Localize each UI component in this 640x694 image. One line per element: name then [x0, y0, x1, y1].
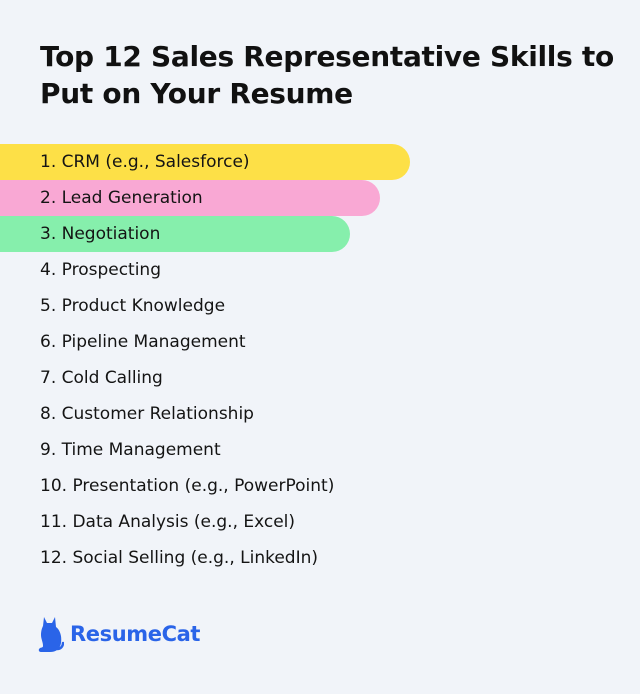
cat-icon	[38, 615, 64, 653]
skill-item-8: 8. Customer Relationship	[40, 404, 254, 424]
skill-item-3: 3. Negotiation	[0, 216, 350, 252]
skill-item-6: 6. Pipeline Management	[40, 332, 246, 352]
skill-item-12: 12. Social Selling (e.g., LinkedIn)	[40, 548, 319, 568]
page-title: Top 12 Sales Representative Skills to Pu…	[40, 40, 614, 110]
skill-item-10: 10. Presentation (e.g., PowerPoint)	[40, 476, 335, 496]
logo-text: ResumeCat	[70, 622, 201, 646]
skill-item-5: 5. Product Knowledge	[40, 296, 226, 316]
skill-item-7: 7. Cold Calling	[40, 368, 163, 388]
resumecat-logo: ResumeCat	[38, 615, 200, 653]
skill-item-2: 2. Lead Generation	[0, 180, 380, 216]
skills-list: 1. CRM (e.g., Salesforce) 2. Lead Genera…	[0, 144, 640, 576]
skill-item-1: 1. CRM (e.g., Salesforce)	[0, 144, 410, 180]
skill-item-9: 9. Time Management	[40, 440, 221, 460]
skill-item-11: 11. Data Analysis (e.g., Excel)	[40, 512, 296, 532]
skill-item-4: 4. Prospecting	[40, 260, 162, 280]
